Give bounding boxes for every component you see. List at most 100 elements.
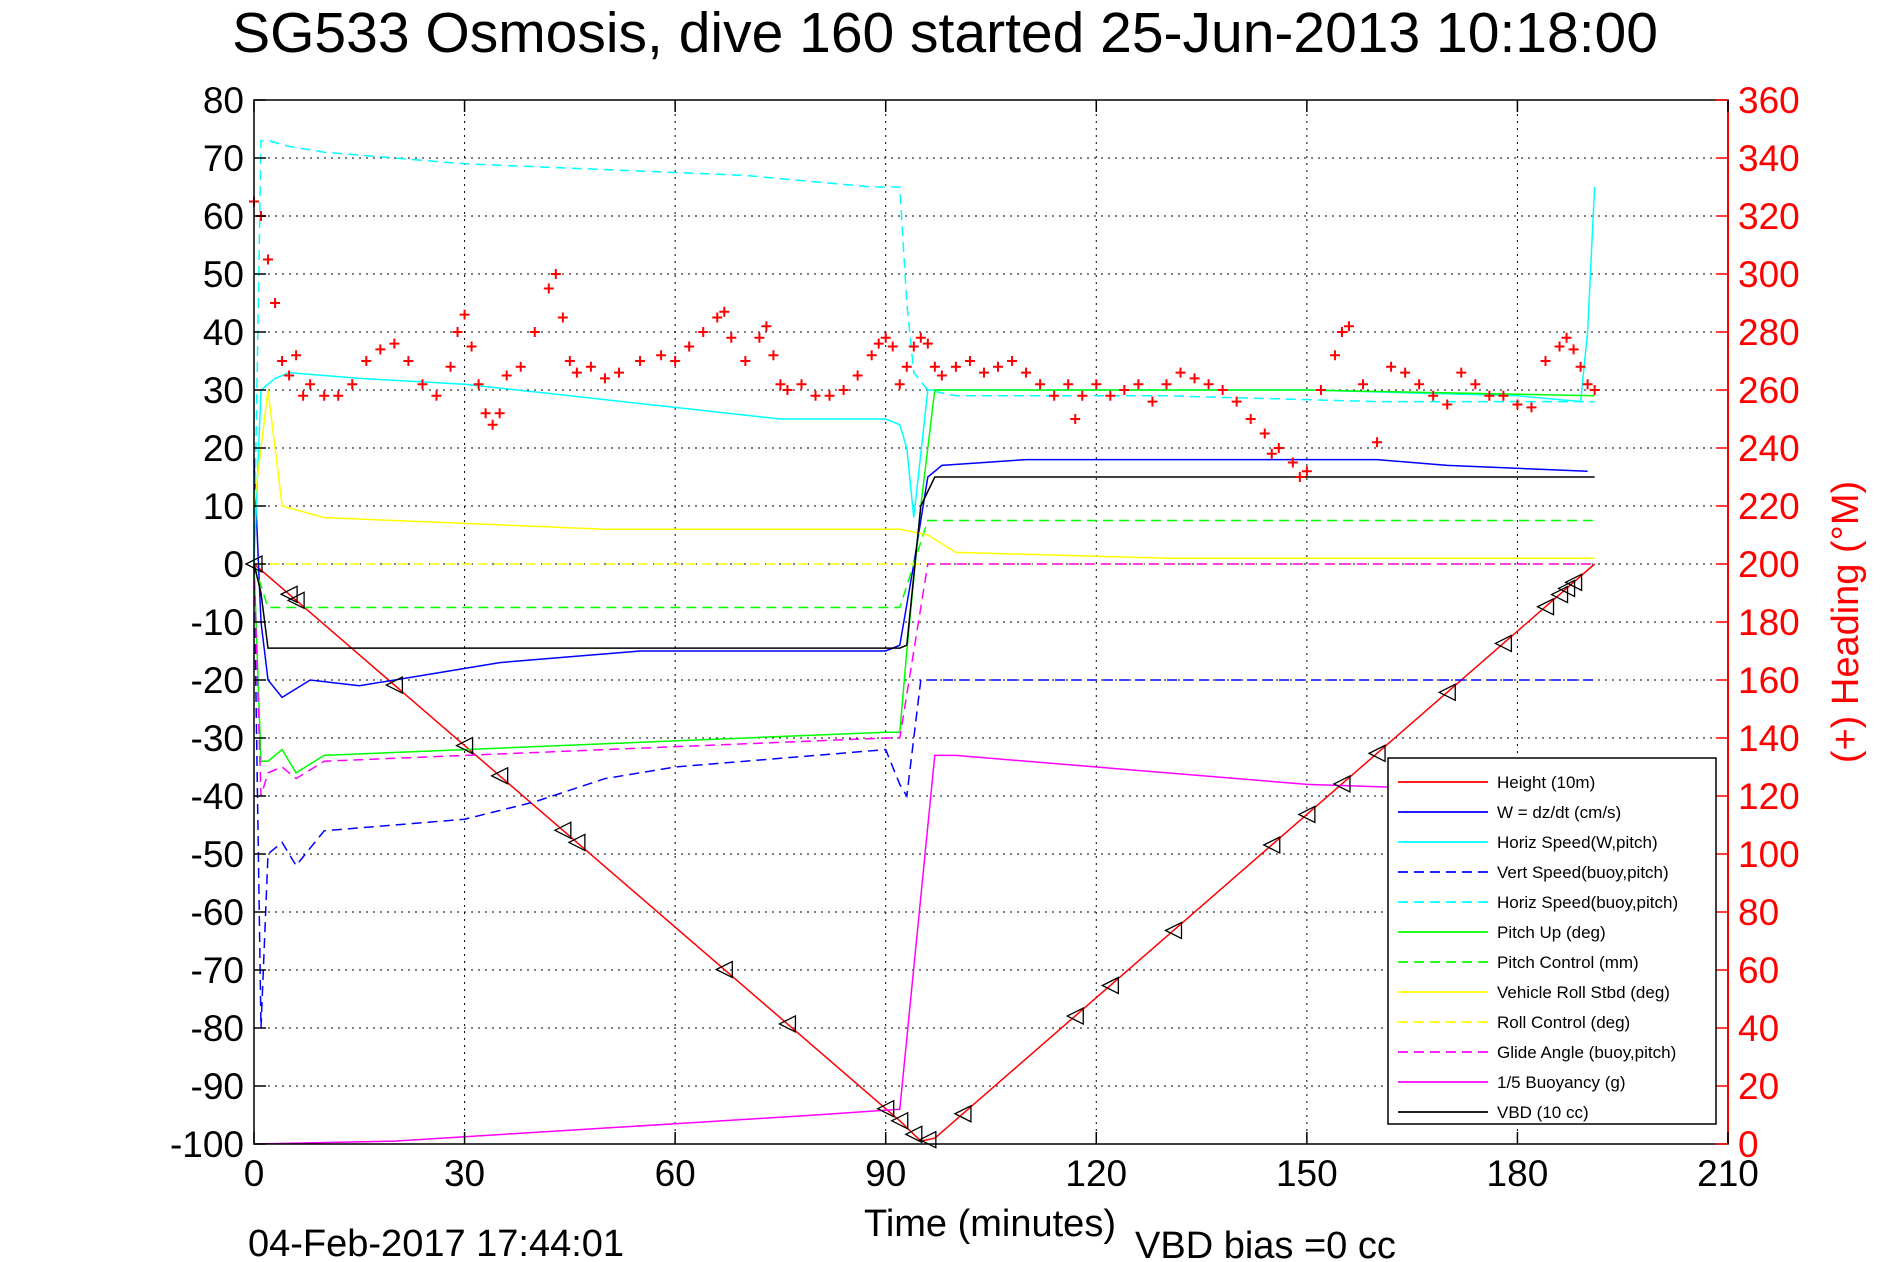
y-right-tick-label: 340 [1738, 138, 1800, 179]
heading-marker [543, 283, 554, 294]
heading-marker [993, 361, 1004, 372]
depth-marker [384, 675, 404, 695]
heading-marker [866, 350, 877, 361]
heading-marker [613, 367, 624, 378]
heading-marker [585, 361, 596, 372]
y-tick-label: 40 [203, 312, 244, 353]
y-tick-label: 80 [203, 80, 244, 121]
depth-marker [904, 1125, 923, 1144]
heading-marker [1554, 341, 1565, 352]
series-line [253, 476, 1595, 649]
heading-marker [1343, 321, 1354, 332]
series-line [253, 754, 1483, 1145]
depth-marker [1493, 634, 1513, 653]
heading-marker [1582, 379, 1593, 390]
heading-marker [1315, 385, 1326, 395]
heading-marker [291, 350, 302, 361]
legend-label: Height (10m) [1497, 773, 1595, 792]
heading-marker [270, 298, 281, 308]
depth-marker [1367, 744, 1386, 763]
heading-marker [1133, 379, 1144, 390]
heading-marker [487, 419, 498, 430]
y-tick-label: 70 [203, 138, 244, 179]
heading-marker [417, 379, 428, 390]
depth-marker [1164, 921, 1183, 940]
y-tick-label: -50 [191, 834, 244, 875]
heading-marker [1021, 367, 1032, 378]
y-tick-label: 50 [203, 254, 244, 295]
heading-marker [782, 385, 793, 395]
legend-label: W = dz/dt (cm/s) [1497, 803, 1621, 822]
series-line [253, 563, 1596, 1142]
heading-marker [978, 367, 989, 378]
legend-label: Vehicle Roll Stbd (deg) [1497, 983, 1670, 1002]
heading-marker [1175, 367, 1186, 378]
heading-marker [1414, 379, 1425, 390]
y-right-tick-label: 240 [1738, 428, 1800, 469]
x-tick-label: 150 [1276, 1153, 1338, 1194]
heading-marker [557, 312, 568, 323]
x-tick-label: 0 [244, 1153, 265, 1194]
heading-marker [1526, 402, 1537, 413]
heading-marker [1091, 379, 1102, 390]
heading-marker [1358, 379, 1369, 390]
legend-label: Roll Control (deg) [1497, 1013, 1630, 1032]
heading-marker [964, 356, 975, 366]
series-line [253, 389, 1595, 774]
heading-marker [1161, 379, 1172, 390]
heading-marker [1147, 396, 1158, 407]
y-tick-label: 60 [203, 196, 244, 237]
heading-marker [838, 385, 849, 395]
y-right-tick-label: 360 [1738, 80, 1800, 121]
heading-marker [1589, 385, 1600, 395]
y-tick-label: -40 [191, 776, 244, 817]
heading-marker [901, 361, 912, 372]
heading-marker [1561, 332, 1572, 343]
heading-marker [473, 379, 484, 390]
heading-marker [1294, 472, 1305, 482]
y-right-tick-label: 100 [1738, 834, 1800, 875]
y-right-tick-label: 80 [1738, 892, 1779, 933]
y-right-tick-label: 40 [1738, 1008, 1779, 1049]
heading-marker [1287, 457, 1298, 468]
y-right-tick-label: 160 [1738, 660, 1800, 701]
depth-marker [1550, 585, 1569, 604]
y-right-tick-label: 300 [1738, 254, 1800, 295]
depth-marker [1065, 1006, 1084, 1026]
heading-marker [1063, 379, 1074, 390]
heading-marker [1189, 373, 1200, 384]
heading-marker [1540, 356, 1551, 366]
heading-marker [284, 370, 295, 381]
heading-marker [445, 361, 456, 372]
y-right-tick-label: 180 [1738, 602, 1800, 643]
series-line [253, 458, 1588, 699]
heading-marker [894, 379, 905, 390]
heading-marker [719, 306, 730, 317]
heading-marker [1484, 390, 1495, 401]
x-tick-label: 30 [444, 1153, 485, 1194]
legend-label: Pitch Up (deg) [1497, 923, 1606, 942]
x-tick-label: 210 [1697, 1153, 1759, 1194]
y-right-tick-label: 220 [1738, 486, 1800, 527]
legend: Height (10m) W = dz/dt (cm/s) Horiz Speed(… [1387, 757, 1717, 1125]
heading-marker [1512, 399, 1523, 410]
heading-marker [740, 356, 751, 366]
y-tick-label: -100 [170, 1124, 244, 1165]
y-right-tick-label: 60 [1738, 950, 1779, 991]
heading-marker [1077, 390, 1088, 401]
heading-marker [1386, 361, 1397, 372]
y-tick-label: -60 [191, 892, 244, 933]
series-line [253, 563, 1595, 1029]
heading-marker [1049, 390, 1060, 401]
heading-marker [712, 312, 723, 323]
x-tick-label: 60 [655, 1153, 696, 1194]
heading-marker [880, 332, 891, 343]
heading-marker [452, 327, 463, 337]
y-right-tick-label: 320 [1738, 196, 1800, 237]
depth-marker-layer [244, 554, 1583, 1149]
heading-marker [873, 338, 884, 349]
heading-marker [1329, 350, 1340, 361]
legend-label: VBD (10 cc) [1497, 1103, 1589, 1122]
